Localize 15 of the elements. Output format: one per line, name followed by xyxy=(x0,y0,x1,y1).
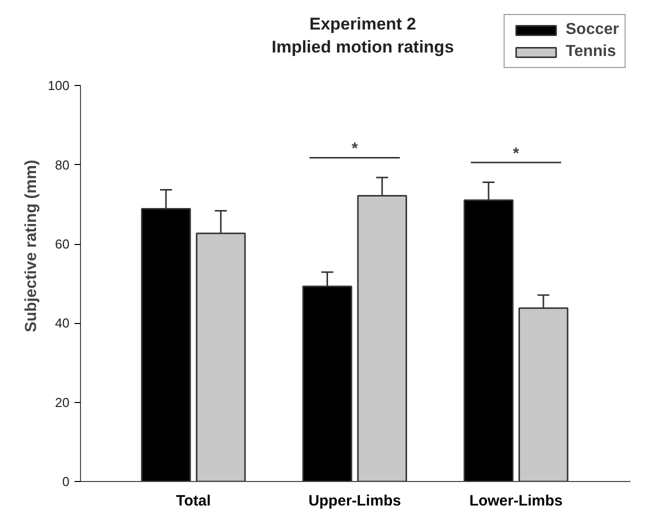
y-tick-label: 20 xyxy=(55,394,70,410)
y-tick-label: 100 xyxy=(48,78,70,94)
chart-title: Experiment 2 Implied motion ratings xyxy=(272,14,454,56)
y-tick-label: 0 xyxy=(62,474,70,489)
y-tick-label: 40 xyxy=(55,316,70,331)
y-tick-label: 60 xyxy=(55,236,70,252)
y-axis-title: Subjective rating (mm) xyxy=(22,160,40,332)
y-tick-label: 80 xyxy=(55,157,70,172)
legend-label: Tennis xyxy=(566,43,616,61)
legend-label: Soccer xyxy=(566,21,619,39)
x-tick-label: Upper-Limbs xyxy=(308,492,401,510)
annotation: * xyxy=(352,140,359,158)
x-tick-label: Total xyxy=(176,492,211,510)
annotation: * xyxy=(512,145,520,162)
x-tick-label: Lower-Limbs xyxy=(469,492,563,510)
